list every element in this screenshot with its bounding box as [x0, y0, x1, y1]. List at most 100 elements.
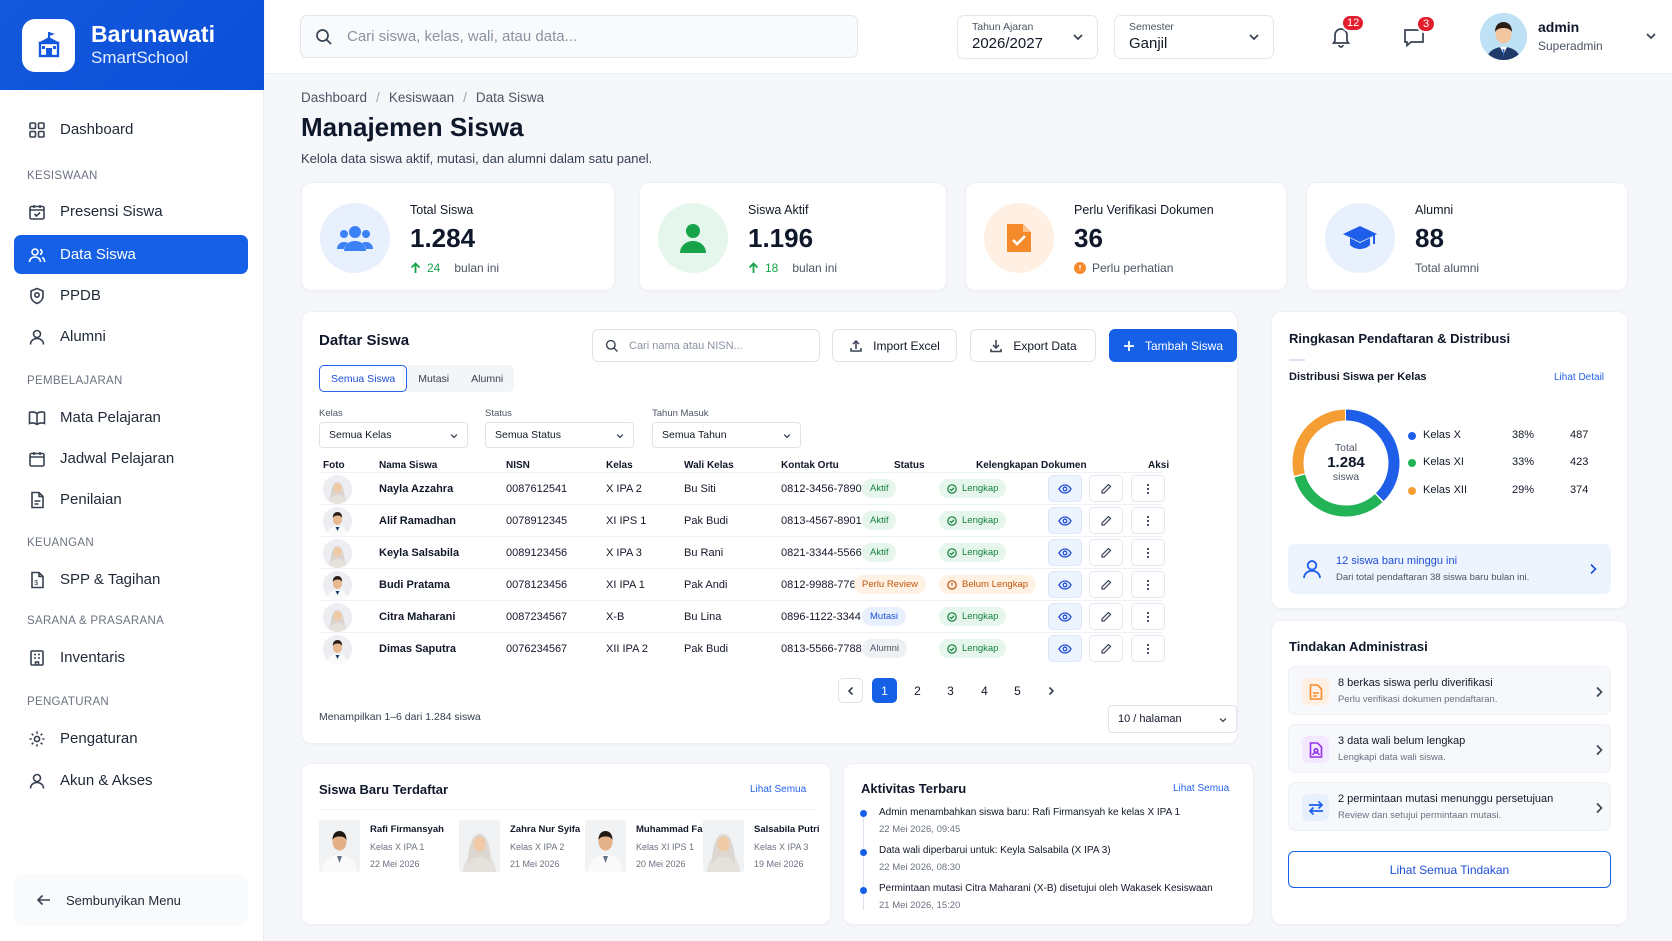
- sidebar-item-alumni[interactable]: Alumni: [14, 317, 248, 356]
- page-button-3[interactable]: 3: [947, 683, 954, 698]
- page-button-4[interactable]: 4: [981, 683, 988, 698]
- semester-select[interactable]: Semester Ganjil: [1114, 15, 1274, 59]
- admin-actions-card: Tindakan Administrasi 8 berkas siswa per…: [1271, 620, 1628, 925]
- breadcrumb-dashboard[interactable]: Dashboard: [301, 90, 368, 105]
- tab-semua-siswa[interactable]: Semua Siswa: [319, 365, 408, 392]
- view-button[interactable]: [1048, 539, 1082, 566]
- nav-section-pengaturan: PENGATURAN: [27, 696, 110, 708]
- filter-status-select[interactable]: Semua Status: [485, 422, 634, 448]
- new-students-banner[interactable]: 12 siswa baru minggu ini Dari total pend…: [1288, 544, 1611, 594]
- student-nisn: 0087234567: [506, 611, 568, 623]
- export-data-button[interactable]: Export Data: [970, 329, 1096, 362]
- user-name: admin: [1538, 19, 1580, 35]
- view-all-actions-button[interactable]: Lihat Semua Tindakan: [1288, 851, 1611, 888]
- table-row[interactable]: Alif Ramadhan 0078912345 XI IPS 1 Pak Budi 0…: [319, 504, 1165, 536]
- new-student-item[interactable]: Salsabila Putri Kelas X IPA 3 19 Mei 2026: [703, 820, 853, 880]
- donut-segment-3: [1292, 409, 1400, 517]
- filter-kelas-value: Semua Kelas: [329, 429, 392, 441]
- admin-action-mutasi[interactable]: 2 permintaan mutasi menunggu persetujuan…: [1288, 782, 1611, 831]
- filter-tahun-select[interactable]: Semua Tahun: [652, 422, 801, 448]
- admin-action-sub: Review dan setujui permintaan mutasi.: [1338, 810, 1502, 821]
- edit-button[interactable]: [1089, 539, 1123, 566]
- stat-card-verifikasi: Perlu Verifikasi Dokumen 36 Perlu perhat…: [965, 182, 1287, 291]
- view-all-activity-link[interactable]: Lihat Semua: [1173, 783, 1230, 794]
- sidebar-item-ppdb[interactable]: PPDB: [14, 276, 248, 315]
- page-button-1[interactable]: 1: [872, 678, 897, 703]
- more-options-button[interactable]: [1131, 635, 1165, 662]
- more-options-button[interactable]: [1131, 571, 1165, 598]
- edit-button[interactable]: [1089, 475, 1123, 502]
- sidebar-item-inventaris[interactable]: Inventaris: [14, 638, 248, 677]
- more-options-button[interactable]: [1131, 475, 1165, 502]
- messages-button[interactable]: 3: [1402, 15, 1436, 49]
- prev-page-button[interactable]: [838, 678, 863, 703]
- tab-alumni[interactable]: Alumni: [471, 372, 504, 385]
- edit-button[interactable]: [1089, 635, 1123, 662]
- sidebar-item-penilaian[interactable]: Penilaian: [14, 480, 248, 519]
- add-student-button[interactable]: Tambah Siswa: [1109, 329, 1237, 362]
- next-page-button[interactable]: [1038, 678, 1063, 703]
- sidebar-item-pengaturan[interactable]: Pengaturan: [14, 719, 248, 758]
- import-excel-button[interactable]: Import Excel: [832, 329, 957, 362]
- tab-mutasi[interactable]: Mutasi: [418, 372, 450, 385]
- sidebar-item-mapel[interactable]: Mata Pelajaran: [14, 398, 248, 437]
- sidebar-item-jadwal[interactable]: Jadwal Pelajaran: [14, 439, 248, 478]
- sidebar-item-data-siswa[interactable]: Data Siswa: [14, 235, 248, 274]
- view-button[interactable]: [1048, 571, 1082, 598]
- admin-title: Tindakan Administrasi: [1289, 639, 1428, 654]
- new-student-date: 19 Mei 2026: [754, 859, 804, 869]
- parent-contact: 0813-5566-7788: [781, 643, 862, 655]
- edit-button[interactable]: [1089, 571, 1123, 598]
- table-row[interactable]: Budi Pratama 0078123456 XI IPA 1 Pak Andi 08…: [319, 568, 1165, 600]
- stat-alert: Perlu perhatian: [1074, 261, 1173, 275]
- view-button[interactable]: [1048, 603, 1082, 630]
- edit-button[interactable]: [1089, 603, 1123, 630]
- user-menu[interactable]: admin Superadmin: [1480, 13, 1670, 61]
- breadcrumb-kesiswaan[interactable]: Kesiswaan: [388, 90, 455, 105]
- nav-section-sarana: SARANA & PRASARANA: [27, 615, 165, 627]
- student-class: XI IPA 1: [606, 579, 645, 591]
- filter-kelas-select[interactable]: Semua Kelas: [319, 422, 468, 448]
- new-student-item[interactable]: Rafi Firmansyah Kelas X IPA 1 22 Mei 2026: [319, 820, 469, 880]
- table-row[interactable]: Citra Maharani 0087234567 X-B Bu Lina 0896-1…: [319, 600, 1165, 632]
- page-button-2[interactable]: 2: [914, 683, 921, 698]
- admin-action-sub: Lengkapi data wali siswa.: [1338, 752, 1446, 763]
- view-all-new-students-link[interactable]: Lihat Semua: [750, 784, 807, 795]
- more-options-button[interactable]: [1131, 539, 1165, 566]
- admin-action-verify[interactable]: 8 berkas siswa perlu diverifikasi Perlu …: [1288, 666, 1611, 715]
- detail-link[interactable]: Lihat Detail: [1554, 372, 1605, 383]
- edit-button[interactable]: [1089, 507, 1123, 534]
- sidebar-item-dashboard[interactable]: Dashboard: [14, 110, 248, 149]
- per-page-select[interactable]: 10 / halaman: [1108, 705, 1237, 733]
- page-button-5[interactable]: 5: [1014, 683, 1021, 698]
- sidebar-item-presensi[interactable]: Presensi Siswa: [14, 192, 248, 231]
- table-search-input[interactable]: Cari nama atau NISN...: [592, 329, 820, 362]
- hide-menu-button[interactable]: Sembunyikan Menu: [14, 875, 248, 925]
- view-button[interactable]: [1048, 635, 1082, 662]
- parent-contact: 0896-1122-3344: [781, 611, 861, 623]
- more-options-button[interactable]: [1131, 507, 1165, 534]
- stat-label: Total Siswa: [410, 203, 474, 217]
- download-icon: [990, 339, 1003, 352]
- view-button[interactable]: [1048, 475, 1082, 502]
- table-row[interactable]: Keyla Salsabila 0089123456 X IPA 3 Bu Rani 0…: [319, 536, 1165, 568]
- document-status-badge: Lengkap: [939, 543, 1007, 562]
- table-row[interactable]: Nayla Azzahra 0087612541 X IPA 2 Bu Siti 081…: [319, 472, 1165, 504]
- admin-action-wali[interactable]: 3 data wali belum lengkap Lengkapi data …: [1288, 724, 1611, 773]
- view-button[interactable]: [1048, 507, 1082, 534]
- eye-icon: [1058, 643, 1072, 654]
- more-options-button[interactable]: [1131, 603, 1165, 630]
- new-student-item[interactable]: Muhammad Faqih Kelas XI IPS 1 20 Mei 2026: [585, 820, 735, 880]
- more-vertical-icon: [1146, 483, 1150, 494]
- notification-button[interactable]: 12: [1329, 14, 1366, 48]
- sidebar-item-spp[interactable]: $ SPP & Tagihan: [14, 560, 248, 599]
- tahun-ajaran-select[interactable]: Tahun Ajaran 2026/2027: [957, 15, 1098, 59]
- table-title: Daftar Siswa: [319, 332, 410, 349]
- student-photo: [323, 603, 352, 632]
- graduation-cap-icon: [1325, 203, 1395, 273]
- sidebar-item-akun[interactable]: Akun & Akses: [14, 761, 248, 800]
- brand-header[interactable]: Barunawati SmartSchool: [0, 0, 264, 90]
- table-row[interactable]: Dimas Saputra 0076234567 XII IPA 2 Pak Budi…: [319, 632, 1165, 664]
- new-student-item[interactable]: Zahra Nur Syifa Kelas X IPA 2 21 Mei 2026: [459, 820, 609, 880]
- global-search-input[interactable]: Cari siswa, kelas, wali, atau data...: [300, 15, 858, 58]
